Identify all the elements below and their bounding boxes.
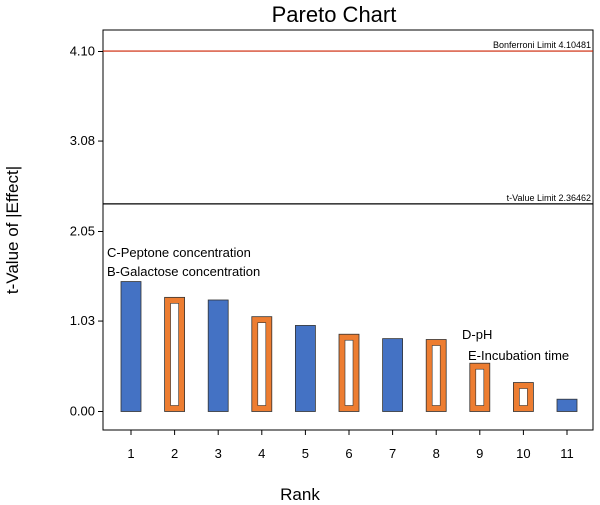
chart-title: Pareto Chart (272, 2, 397, 27)
y-tick-label: 4.10 (70, 44, 95, 59)
x-tick-label: 5 (302, 446, 309, 461)
annotation-label: C-Peptone concentration (107, 245, 251, 260)
reference-lines: Bonferroni Limit 4.10481 t-Value Limit 2.… (103, 40, 593, 205)
tlimit-limit-label: t-Value Limit 2.36462 (507, 193, 591, 203)
plot-frame (102, 29, 594, 431)
bar-rank-6-negative-marker (344, 339, 354, 406)
y-tick-label: 2.05 (70, 224, 95, 239)
bar-rank-9-negative-marker (475, 368, 485, 406)
x-tick-label: 10 (516, 446, 530, 461)
x-axis-ticks: 1 2 3 4 5 6 7 8 9 10 11 (127, 430, 574, 461)
annotation-label: E-Incubation time (468, 348, 569, 363)
x-tick-label: 9 (476, 446, 483, 461)
bar-rank-2-negative-marker (170, 303, 179, 406)
x-tick-label: 11 (560, 446, 574, 461)
x-axis-label: Rank (280, 485, 320, 504)
y-tick-label: 0.00 (70, 404, 95, 419)
bar-rank-1 (120, 281, 142, 412)
x-tick-label: 8 (433, 446, 440, 461)
annotation-label: D-pH (462, 327, 492, 342)
bar-rank-10-negative-marker (519, 388, 528, 406)
y-axis-label: t-Value of |Effect| (3, 166, 22, 294)
bonferroni-limit-label: Bonferroni Limit 4.10481 (493, 40, 591, 50)
x-tick-label: 7 (389, 446, 396, 461)
annotations-group: C-Peptone concentration B-Galactose conce… (107, 245, 569, 363)
y-axis-ticks: 0.00 1.03 2.05 3.08 4.10 (70, 44, 103, 419)
y-tick-label: 1.03 (70, 313, 95, 328)
annotation-label: B-Galactose concentration (107, 264, 260, 279)
bars-group (120, 281, 578, 412)
bar-rank-3 (207, 299, 229, 412)
x-tick-label: 2 (171, 446, 178, 461)
x-tick-label: 3 (215, 446, 222, 461)
x-tick-label: 6 (345, 446, 352, 461)
bar-rank-11 (556, 398, 578, 412)
bar-rank-7 (382, 338, 404, 412)
bar-rank-8-negative-marker (431, 345, 441, 406)
x-tick-label: 1 (127, 446, 134, 461)
bar-rank-5 (294, 325, 316, 412)
y-tick-label: 3.08 (70, 133, 95, 148)
bar-rank-4-negative-marker (257, 322, 267, 406)
x-tick-label: 4 (258, 446, 265, 461)
